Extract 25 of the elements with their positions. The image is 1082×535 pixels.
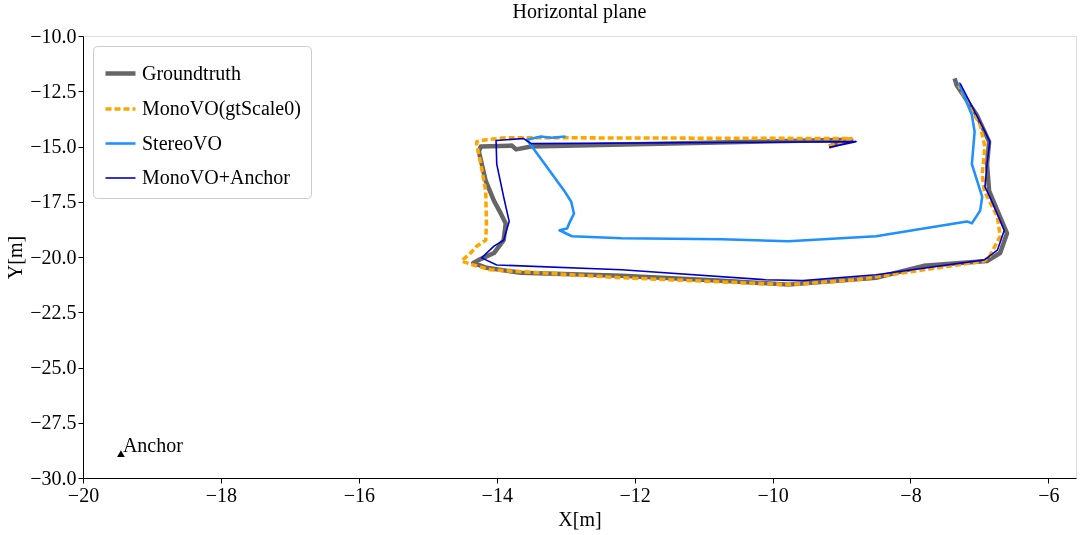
y-tick-label: −15.0 [30, 135, 77, 157]
x-tick-label: −16 [343, 483, 375, 506]
y-tick-label: −10.0 [30, 24, 77, 47]
x-tick-label: −8 [900, 483, 922, 506]
x-tick-label: −6 [1038, 483, 1060, 506]
y-tick-label: −25.0 [30, 356, 77, 378]
line-series [525, 81, 984, 243]
x-tick-label: −12 [619, 483, 651, 506]
y-tick-label: −12.5 [30, 79, 77, 102]
x-axis-title: X[m] [558, 507, 602, 530]
legend-label: StereoVO [142, 131, 222, 154]
chart-title: Horizontal plane [512, 0, 647, 23]
annotation: Anchor [122, 433, 184, 456]
y-tick-label: −30.0 [30, 466, 77, 489]
y-tick-label: −17.5 [30, 190, 77, 213]
legend-label: Groundtruth [142, 61, 241, 84]
y-tick-label: −27.5 [30, 411, 77, 434]
y-axis-title: Y[m] [4, 235, 27, 280]
y-tick-label: −20.0 [30, 245, 77, 268]
x-tick-label: −18 [205, 483, 238, 506]
x-tick-label: −14 [481, 483, 513, 506]
legend-label: MonoVO+Anchor [142, 166, 291, 188]
y-tick-label: −22.5 [30, 300, 77, 323]
x-tick-label: −10 [757, 483, 789, 506]
legend-label: MonoVO(gtScale0) [142, 97, 301, 120]
